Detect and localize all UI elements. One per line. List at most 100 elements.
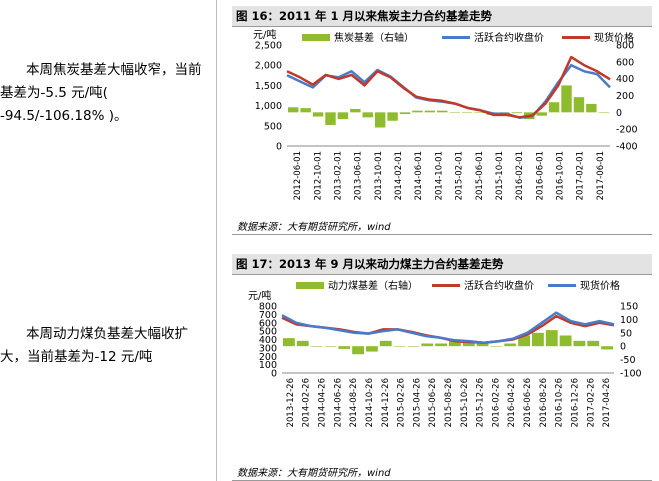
x-tick-label: 2015-02-26	[397, 378, 407, 427]
basis-bar	[387, 112, 398, 121]
basis-bar	[449, 112, 460, 113]
figure-16-top-rule	[232, 26, 652, 27]
basis-bar	[532, 332, 544, 347]
figure-17-source: 数据来源：大有期货研究所，wind	[237, 468, 391, 479]
right-tick-label: -50	[620, 355, 636, 366]
left-tick-label: 1,500	[255, 81, 282, 92]
basis-bar	[437, 110, 448, 113]
x-tick-label: 2014-10-26	[365, 378, 375, 427]
figure-17-top-rule	[232, 274, 652, 275]
x-tick-label: 2016-02-26	[491, 378, 501, 427]
basis-bar	[374, 112, 386, 128]
x-tick-label: 2016-10-26	[555, 378, 565, 427]
basis-bar	[324, 346, 337, 347]
basis-bar	[300, 108, 311, 113]
right-tick-label: 100	[620, 315, 638, 326]
x-tick-label: 2015-08-26	[444, 378, 454, 427]
x-tick-label: 2014-12-26	[381, 378, 391, 427]
column-divider	[216, 0, 217, 481]
basis-bar	[536, 112, 547, 116]
legend-basis-label: 动力煤基差（右轴）	[328, 279, 418, 292]
x-tick-label: 2012-06-01	[293, 151, 303, 200]
basis-bar	[362, 112, 373, 118]
x-tick-label: 2015-06-26	[428, 378, 438, 427]
figure-17-title: 图 17：2013 年 9 月以来动力煤主力合约基差走势	[232, 254, 652, 274]
x-tick-label: 2015-10-01	[495, 151, 505, 200]
x-tick-label: 2014-04-26	[318, 378, 328, 427]
x-tick-label: 2013-12-26	[286, 378, 296, 427]
left-tick-label: 2,000	[255, 61, 282, 72]
left-tick-label: 2,500	[255, 41, 282, 52]
left-tick-label: 1,000	[255, 101, 282, 112]
left-tick-label: 800	[259, 302, 277, 313]
left-tick-label: 200	[259, 352, 277, 363]
basis-bar	[424, 110, 436, 113]
legend-futures-label: 活跃合约收盘价	[474, 31, 544, 44]
legend-basis-swatch	[302, 34, 330, 41]
x-tick-label: 2014-10-01	[434, 151, 444, 200]
figure-16-title: 图 16：2011 年 1 月以来焦炭主力合约基差走势	[232, 6, 652, 26]
basis-bar	[407, 346, 420, 347]
left-axis-unit: 元/吨	[253, 28, 276, 41]
basis-bar	[559, 335, 572, 347]
x-tick-label: 2017-04-26	[602, 378, 612, 427]
basis-bar	[338, 346, 351, 349]
basis-bar	[366, 346, 378, 352]
basis-bar	[296, 340, 309, 347]
x-tick-label: 2015-06-01	[475, 151, 485, 200]
x-tick-label: 2016-08-26	[539, 378, 549, 427]
right-tick-label: -100	[620, 369, 642, 380]
commentary-coke: 本周焦炭基差大幅收窄，当前基差为-5.5 元/吨( -94.5/-106.18%…	[0, 59, 210, 128]
x-tick-label: 2016-06-01	[535, 151, 545, 200]
x-tick-label: 2015-04-26	[412, 378, 422, 427]
spot-price-line	[281, 311, 615, 345]
coke-basis-chart: 元/吨2,500 2,000 1,500 1,000 500 0 800 600 400 200 0…	[253, 28, 638, 200]
basis-bar	[598, 112, 609, 113]
basis-bar	[449, 340, 461, 347]
basis-bar	[601, 346, 613, 350]
x-tick-label: 2014-02-26	[302, 378, 312, 427]
left-tick-label: 100	[259, 360, 277, 371]
x-tick-label: 2014-06-01	[414, 151, 424, 200]
basis-bar	[352, 346, 364, 355]
left-axis-unit: 元/吨	[248, 289, 271, 302]
basis-bar	[337, 112, 349, 120]
basis-bar	[490, 346, 503, 347]
x-tick-label: 2016-02-01	[515, 151, 525, 200]
basis-bar	[393, 346, 406, 347]
basis-bar	[350, 108, 361, 113]
basis-bar	[312, 112, 324, 117]
basis-bar	[573, 340, 586, 347]
basis-bar	[412, 110, 423, 113]
right-tick-label: -400	[616, 142, 638, 153]
right-tick-label: 0	[620, 342, 626, 353]
basis-bar	[548, 102, 560, 113]
legend-basis-label: 焦炭基差（右轴）	[334, 31, 414, 44]
basis-bar	[399, 112, 411, 115]
right-tick-label: 200	[616, 91, 634, 102]
basis-bar	[587, 340, 600, 347]
basis-bar	[511, 112, 523, 114]
basis-bar	[435, 343, 447, 347]
commentary-thermal-coal-text: 本周动力煤负基差大幅收扩大，当前基差为-12 元/吨	[0, 326, 188, 365]
commentary-thermal-coal: 本周动力煤负基差大幅收扩大，当前基差为-12 元/吨	[0, 323, 210, 369]
spot-price-line	[286, 55, 611, 119]
basis-bar	[461, 112, 473, 113]
x-tick-label: 2017-02-01	[576, 151, 586, 200]
x-tick-label: 2012-10-01	[313, 151, 323, 200]
x-tick-label: 2016-06-26	[523, 378, 533, 427]
basis-bar	[504, 343, 517, 347]
basis-bar	[379, 340, 392, 347]
x-tick-label: 2015-02-01	[455, 151, 465, 200]
right-tick-label: 600	[616, 57, 634, 68]
x-tick-label: 2016-12-26	[571, 378, 581, 427]
left-tick-label: 700	[259, 310, 277, 321]
basis-bar	[310, 346, 323, 347]
x-tick-label: 2015-10-26	[460, 378, 470, 427]
legend-spot-label: 现货价格	[594, 31, 634, 44]
x-tick-label: 2016-04-26	[507, 378, 517, 427]
left-tick-label: 500	[259, 327, 277, 338]
basis-bar	[462, 340, 475, 347]
commentary-coke-text: 本周焦炭基差大幅收窄，当前基差为-5.5 元/吨( -94.5/-106.18%…	[0, 62, 202, 124]
right-tick-label: 150	[620, 302, 638, 313]
